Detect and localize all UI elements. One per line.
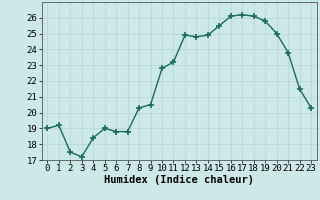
X-axis label: Humidex (Indice chaleur): Humidex (Indice chaleur) (104, 175, 254, 185)
